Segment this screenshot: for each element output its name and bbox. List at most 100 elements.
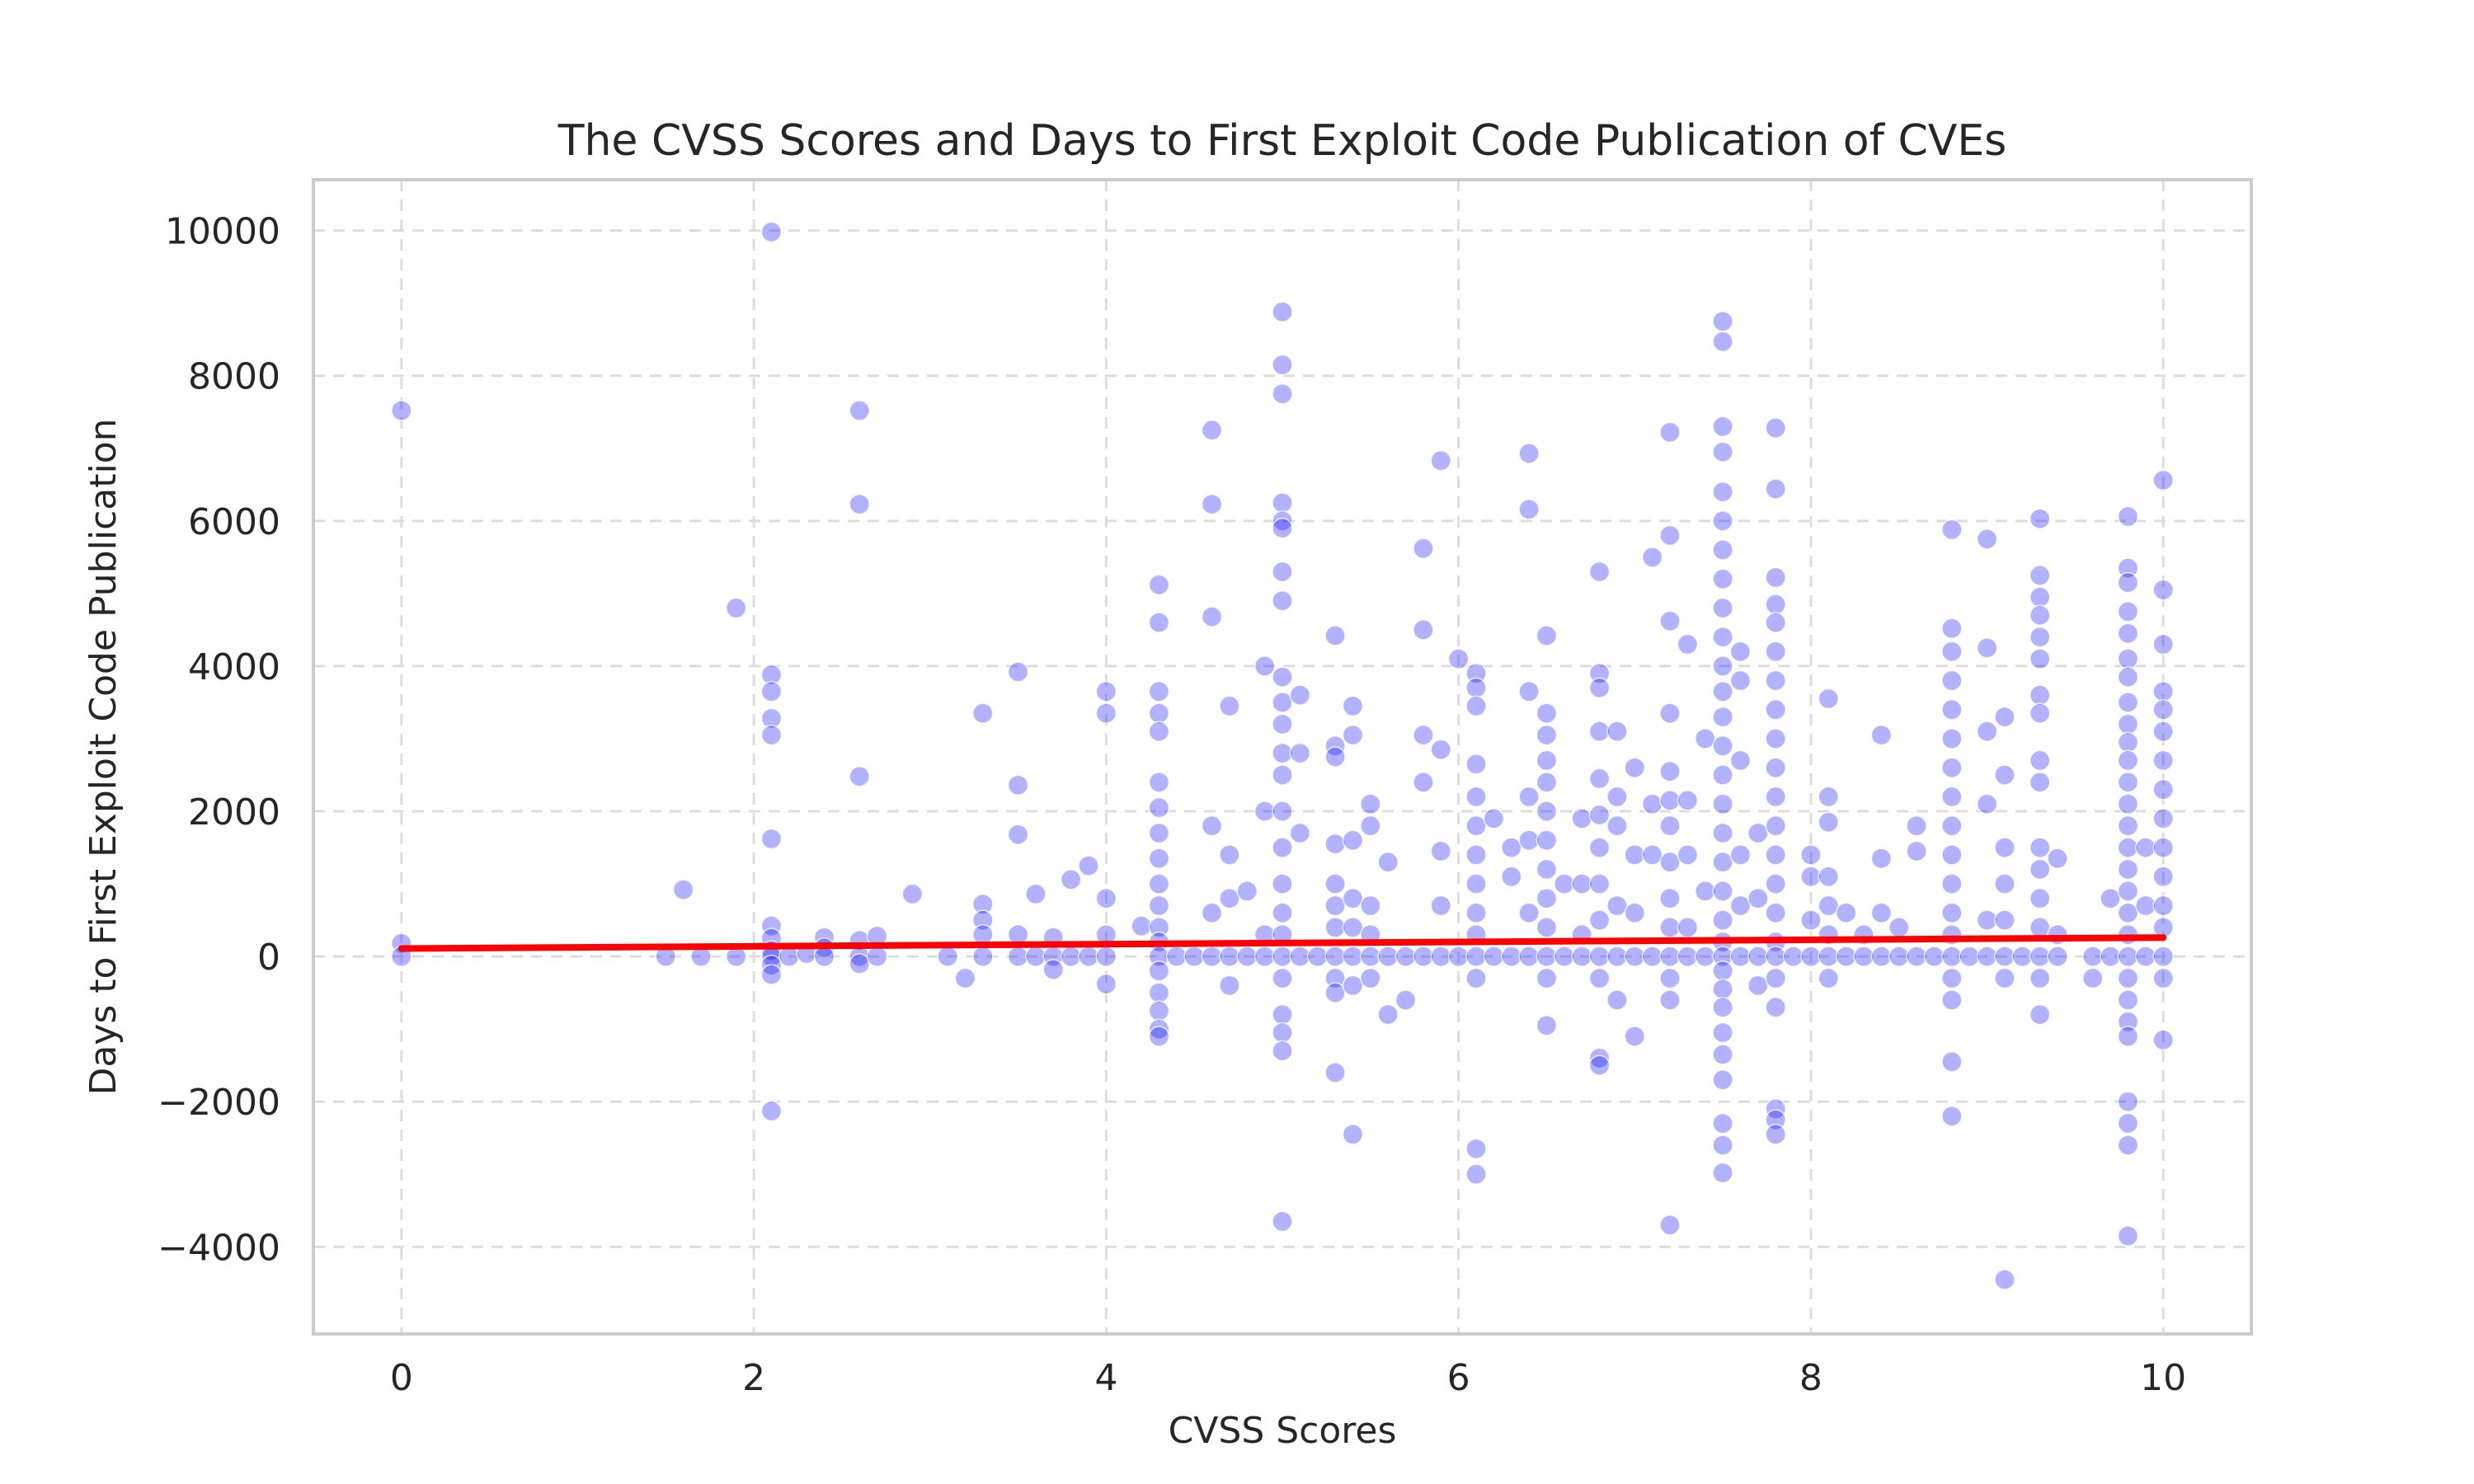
- data-point: [1219, 946, 1240, 967]
- data-point: [1765, 815, 1786, 837]
- data-point: [1941, 1106, 1963, 1127]
- data-point: [1360, 946, 1381, 967]
- data-point: [1712, 881, 1733, 902]
- data-point: [1712, 1044, 1733, 1065]
- data-point: [1835, 902, 1857, 924]
- data-point: [937, 946, 958, 967]
- data-point: [1183, 946, 1205, 967]
- data-point: [1571, 808, 1592, 829]
- data-point: [1818, 967, 1840, 989]
- data-point: [972, 946, 994, 967]
- data-point: [2117, 1225, 2139, 1247]
- data-point: [1712, 706, 1733, 728]
- data-point: [1536, 625, 1558, 646]
- data-point: [1712, 441, 1733, 463]
- data-point: [1571, 946, 1592, 967]
- data-point: [1360, 815, 1381, 837]
- data-point: [1342, 829, 1364, 852]
- data-point: [1976, 721, 1998, 742]
- data-point: [1870, 724, 1893, 746]
- data-point: [1994, 1269, 2015, 1290]
- data-point: [1148, 1018, 1170, 1040]
- data-point: [1536, 749, 1558, 772]
- data-point: [1465, 786, 1487, 808]
- data-point: [1818, 786, 1840, 808]
- data-point: [1677, 844, 1699, 866]
- data-point: [1483, 946, 1505, 967]
- data-point: [1712, 1021, 1733, 1044]
- data-point: [1148, 822, 1170, 844]
- data-point: [2152, 778, 2174, 801]
- data-point: [1624, 1026, 1646, 1047]
- data-point: [1765, 612, 1786, 633]
- data-point: [1765, 946, 1786, 967]
- data-point: [1624, 844, 1646, 866]
- data-point: [1747, 974, 1769, 997]
- data-point: [760, 664, 783, 686]
- data-point: [1659, 946, 1681, 967]
- data-point: [1712, 331, 1733, 353]
- data-point: [1712, 1112, 1733, 1134]
- data-point: [1465, 662, 1487, 684]
- data-point: [1606, 946, 1628, 967]
- data-point: [1941, 967, 1963, 989]
- data-point: [1712, 764, 1733, 786]
- data-point: [1765, 757, 1786, 778]
- data-point: [1219, 887, 1240, 909]
- chart-title: The CVSS Scores and Days to First Exploi…: [557, 116, 2007, 166]
- data-point: [1148, 848, 1170, 870]
- data-point: [2152, 721, 2174, 742]
- data-point: [2117, 1091, 2139, 1112]
- tick-labels: 0 2 4 6 8 10 −4000 −2000 0 2000 4000 6000 8000 10000: [158, 211, 2186, 1399]
- data-point: [1554, 873, 1575, 895]
- trend-line: [397, 934, 2167, 952]
- data-point: [1518, 946, 1540, 967]
- data-point: [1342, 917, 1364, 938]
- data-point: [1659, 887, 1681, 909]
- grid: [313, 180, 2251, 1334]
- data-point: [1641, 844, 1663, 866]
- data-point: [725, 597, 747, 619]
- data-point: [1765, 669, 1786, 692]
- data-point: [1025, 946, 1047, 967]
- data-point: [1465, 815, 1487, 837]
- data-point: [1201, 493, 1223, 515]
- data-point: [1395, 989, 1417, 1011]
- data-point: [1272, 301, 1293, 323]
- data-point: [1976, 946, 1998, 967]
- data-point: [1694, 881, 1716, 902]
- data-point: [1588, 837, 1611, 858]
- data-point: [2047, 923, 2068, 946]
- data-point: [1324, 1062, 1346, 1083]
- data-point: [1465, 873, 1487, 895]
- data-point: [1272, 492, 1293, 514]
- data-point: [2081, 967, 2104, 989]
- data-point: [1465, 844, 1487, 866]
- data-point: [2029, 749, 2051, 772]
- data-point: [1272, 801, 1293, 822]
- data-point: [1712, 793, 1733, 815]
- data-point: [1712, 1134, 1733, 1156]
- data-point: [1148, 574, 1170, 596]
- data-point: [1712, 416, 1733, 438]
- data-point: [849, 766, 871, 787]
- data-point: [866, 946, 888, 967]
- data-point: [1518, 498, 1540, 520]
- data-point: [954, 967, 976, 989]
- data-point: [1712, 1069, 1733, 1091]
- data-point: [1272, 383, 1293, 405]
- data-point: [2029, 626, 2051, 648]
- data-point: [1500, 837, 1522, 858]
- data-point: [1148, 772, 1170, 793]
- x-tick-label: 0: [390, 1357, 413, 1399]
- data-point: [2135, 895, 2157, 917]
- data-point: [1712, 568, 1733, 590]
- data-point: [1236, 946, 1258, 967]
- data-point: [1148, 702, 1170, 724]
- data-point: [2117, 837, 2139, 858]
- data-point: [2135, 837, 2157, 858]
- data-point: [1994, 873, 2015, 895]
- data-point: [1923, 946, 1945, 967]
- data-point: [1025, 883, 1047, 905]
